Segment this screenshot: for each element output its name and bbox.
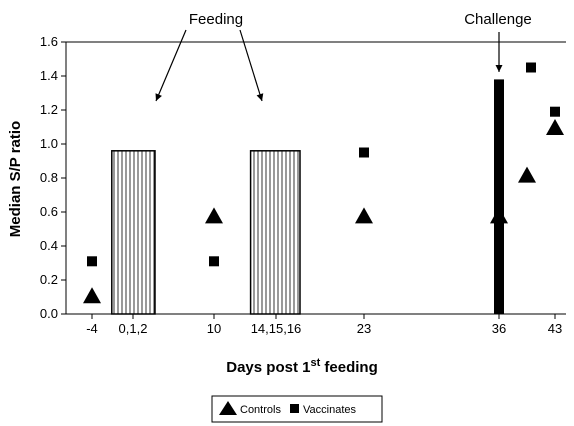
feeding-arrow-right-head (256, 93, 264, 101)
vaccinates-point (494, 127, 504, 138)
x-tick-label: 23 (357, 321, 371, 336)
y-tick-label: 1.4 (40, 68, 58, 83)
x-axis-title-tail: feeding (320, 359, 378, 376)
y-axis-title: Median S/P ratio (7, 121, 24, 237)
controls-point (205, 207, 223, 224)
legend: Controls Vaccinates (211, 395, 383, 423)
controls-point (518, 166, 536, 183)
feeding-arrow-left-head (155, 93, 162, 101)
feeding-bars (111, 79, 504, 315)
vaccinates-point (526, 62, 536, 73)
controls-point (355, 207, 373, 224)
x-tick-label: -4 (86, 321, 98, 336)
feeding-period-bar (111, 150, 156, 315)
x-tick-label: 43 (548, 321, 562, 336)
vaccinates-point (209, 256, 219, 267)
controls-point (546, 119, 564, 135)
y-tick-label: 0.0 (40, 306, 58, 321)
vaccinates-point (359, 147, 369, 158)
annotation-layer: Feeding Challenge (155, 11, 532, 102)
x-tick-label: 10 (207, 321, 221, 336)
y-tick-label: 1.6 (40, 34, 58, 49)
x-tick-label: 0,1,2 (119, 321, 148, 336)
controls-point (83, 287, 101, 304)
y-tick-label: 0.2 (40, 272, 58, 287)
feeding-arrow-left (155, 29, 187, 102)
x-axis-title: Days post 1st feeding (226, 357, 378, 376)
challenge-arrow-head (495, 65, 503, 72)
y-tick-label: 0.6 (40, 204, 58, 219)
y-tick-label: 1.2 (40, 102, 58, 117)
x-axis-title-sup: st (310, 357, 320, 369)
challenge-annotation: Challenge (464, 11, 532, 28)
axes: 0.0 0.2 0.4 0.6 0.8 1.0 1.2 1.4 1.6 -4 0,1,2 10 14,1… (40, 34, 566, 336)
vaccinates-point (87, 256, 97, 267)
feeding-arrow-right (239, 29, 263, 102)
legend-controls-label: Controls (240, 404, 281, 416)
challenge-bar (494, 79, 504, 315)
feeding-annotation: Feeding (189, 11, 243, 28)
feeding-period-bar (249, 150, 301, 315)
controls-point (490, 207, 508, 224)
legend-vaccinates-label: Vaccinates (303, 404, 356, 416)
y-tick-label: 1.0 (40, 136, 58, 151)
data-points (83, 62, 564, 304)
x-tick-label: 14,15,16 (251, 321, 302, 336)
x-tick-label: 36 (492, 321, 506, 336)
legend-triangle-marker (219, 401, 237, 415)
vaccinates-point (550, 106, 560, 117)
x-axis-title-main: Days post 1 (226, 359, 310, 376)
legend-square-marker (290, 404, 299, 413)
y-tick-label: 0.4 (40, 238, 58, 253)
y-tick-label: 0.8 (40, 170, 58, 185)
